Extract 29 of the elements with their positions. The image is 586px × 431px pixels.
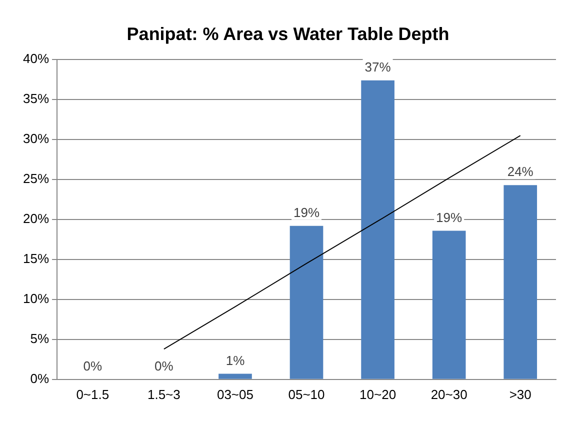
chart-title: Panipat: % Area vs Water Table Depth [126,24,450,44]
y-tick-label: 15% [22,251,50,266]
bar [290,226,324,379]
data-label: 24% [507,164,534,180]
x-tick-label: >30 [509,386,532,402]
x-tick-label: 10~20 [360,386,396,402]
x-tick-label: 05~10 [288,386,325,402]
y-tick-label: 20% [22,211,50,226]
y-tick-label: 40% [22,51,50,66]
data-label: 0% [83,358,102,374]
data-label: 37% [364,59,392,74]
data-label: 19% [436,210,463,225]
data-label: 19% [293,204,320,220]
x-tick-label: 20~30 [430,386,468,402]
bar [504,185,538,379]
y-tick-label: 10% [22,291,50,306]
x-tick-label: 0~1.5 [76,386,110,402]
bar [361,80,394,379]
x-tick-label: 1.5~3 [147,386,180,402]
y-tick-label: 0% [30,370,50,386]
y-tick-label: 25% [22,171,50,186]
data-label: 1% [226,352,246,368]
bar [218,374,252,379]
y-tick-label: 30% [22,131,50,146]
bar [432,230,466,379]
x-tick-label: 03~05 [216,386,254,402]
data-label: 0% [154,358,174,374]
y-tick-label: 5% [30,331,50,346]
y-tick-label: 35% [22,91,50,106]
